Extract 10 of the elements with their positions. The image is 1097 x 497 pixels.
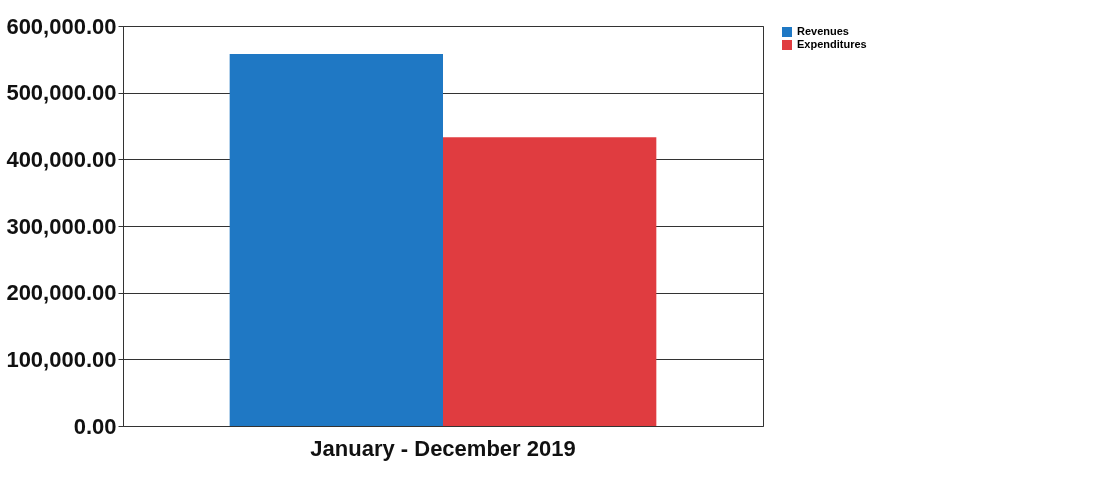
legend-label: Revenues (797, 25, 849, 37)
y-tick-label: 400,000.00 (6, 146, 117, 172)
y-tick-label: 600,000.00 (6, 13, 117, 39)
y-tick-label: 0.00 (73, 413, 117, 439)
y-tick-label: 300,000.00 (6, 213, 117, 239)
y-tick-label: 500,000.00 (6, 80, 117, 106)
y-tick-label: 100,000.00 (6, 346, 117, 372)
y-tick-label: 200,000.00 (6, 280, 117, 306)
x-tick-label: January - December 2019 (310, 435, 576, 461)
legend-label: Expenditures (797, 38, 867, 50)
